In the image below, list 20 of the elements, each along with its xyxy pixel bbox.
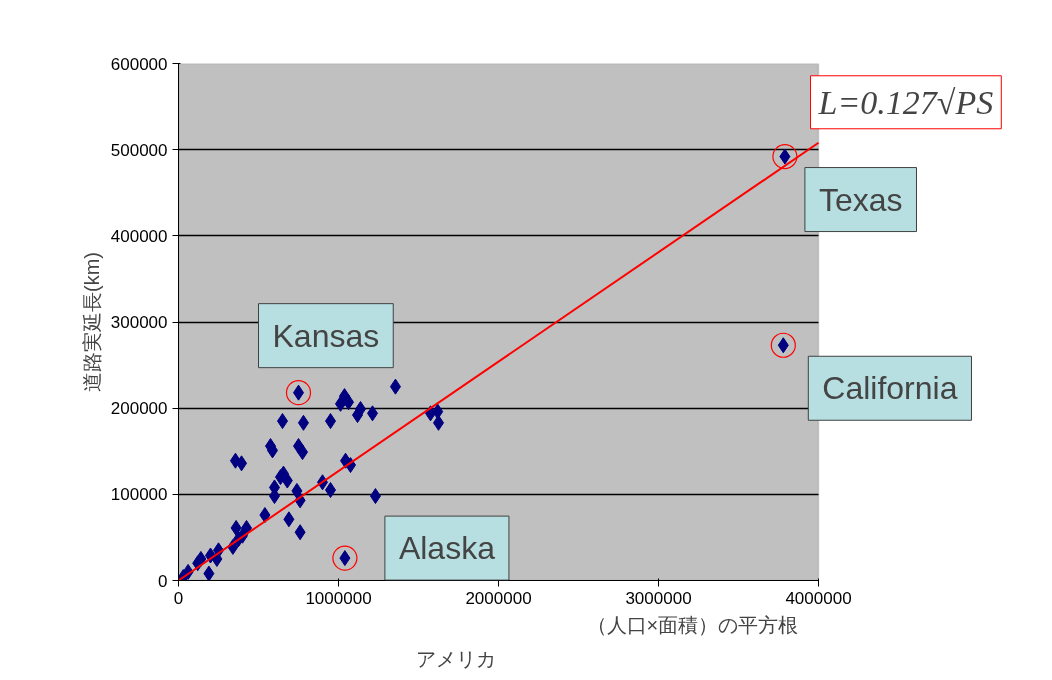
annotation: Texas [818, 181, 903, 218]
y-tick-label: 100000 [110, 485, 168, 505]
x-tick-label: 0 [173, 588, 184, 608]
x-axis-title: （人口×面積）の平方根 [586, 613, 799, 636]
annotation: Alaska [398, 530, 496, 567]
y-tick-label: 500000 [110, 140, 168, 160]
x-tick-label: 1000000 [305, 588, 372, 608]
y-tick-label: 400000 [110, 226, 168, 246]
x-tick-label: 2000000 [465, 588, 532, 608]
y-axis-title: 道路実延長(km) [80, 252, 103, 392]
annotation: California [822, 370, 958, 407]
annotation: Kansas [272, 317, 380, 354]
y-tick-label: 300000 [110, 313, 168, 332]
y-tick-label: 600000 [110, 54, 168, 74]
x-tick-label: 4000000 [785, 588, 852, 608]
y-tick-label: 0 [158, 571, 168, 591]
annotation: L=0.127√PS [817, 83, 994, 121]
y-tick-label: 200000 [110, 399, 168, 419]
x-tick-label: 3000000 [625, 588, 692, 608]
text: アメリカ [415, 647, 496, 670]
